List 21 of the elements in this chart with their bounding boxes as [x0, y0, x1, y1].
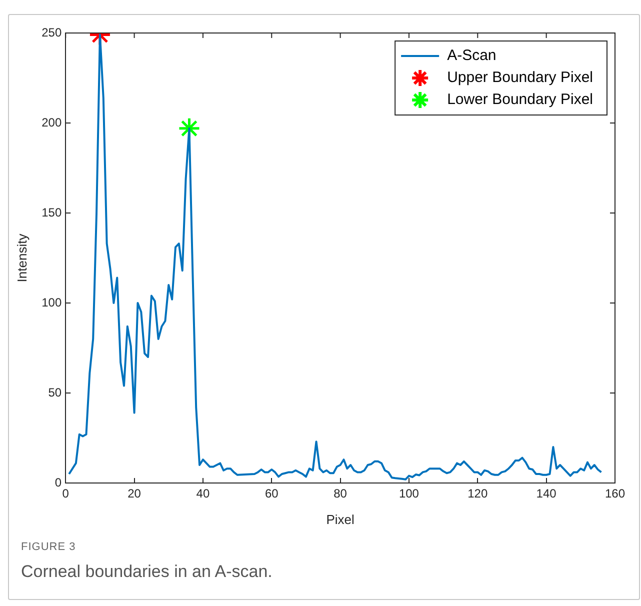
y-axis-title: Intensity: [14, 233, 30, 282]
y-tick-label: 50: [48, 385, 62, 400]
y-tick-label: 150: [42, 205, 62, 220]
y-tick-label: 200: [42, 115, 62, 130]
text: Corneal boundaries in an A-scan.: [21, 562, 272, 582]
x-tick-label: 160: [604, 486, 626, 501]
x-tick-label: 100: [398, 486, 420, 501]
y-tick-label: 250: [42, 25, 62, 40]
x-axis-title: Pixel: [326, 512, 354, 527]
x-tick-label: 140: [536, 486, 557, 501]
y-tick-label: 100: [42, 295, 62, 310]
x-tick-label: 80: [334, 486, 348, 501]
legend-label: Lower Boundary Pixel: [447, 91, 593, 108]
x-tick-label: 60: [264, 486, 279, 501]
x-tick-label: 40: [196, 486, 210, 501]
caption: FIGURE 3: [21, 541, 76, 553]
legend-label: Upper Boundary Pixel: [447, 69, 593, 86]
x-tick-label: 20: [128, 486, 142, 501]
y-tick-label: 0: [54, 475, 62, 490]
legend-label: A-Scan: [447, 47, 496, 64]
x-tick-label: 120: [468, 486, 488, 501]
